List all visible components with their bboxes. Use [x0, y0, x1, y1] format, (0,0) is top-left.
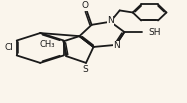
- Text: Cl: Cl: [4, 43, 13, 52]
- Text: N: N: [107, 16, 114, 25]
- Text: O: O: [82, 1, 89, 10]
- Text: S: S: [82, 65, 88, 74]
- Text: SH: SH: [149, 28, 161, 37]
- Text: N: N: [113, 41, 120, 50]
- Text: CH₃: CH₃: [40, 40, 55, 49]
